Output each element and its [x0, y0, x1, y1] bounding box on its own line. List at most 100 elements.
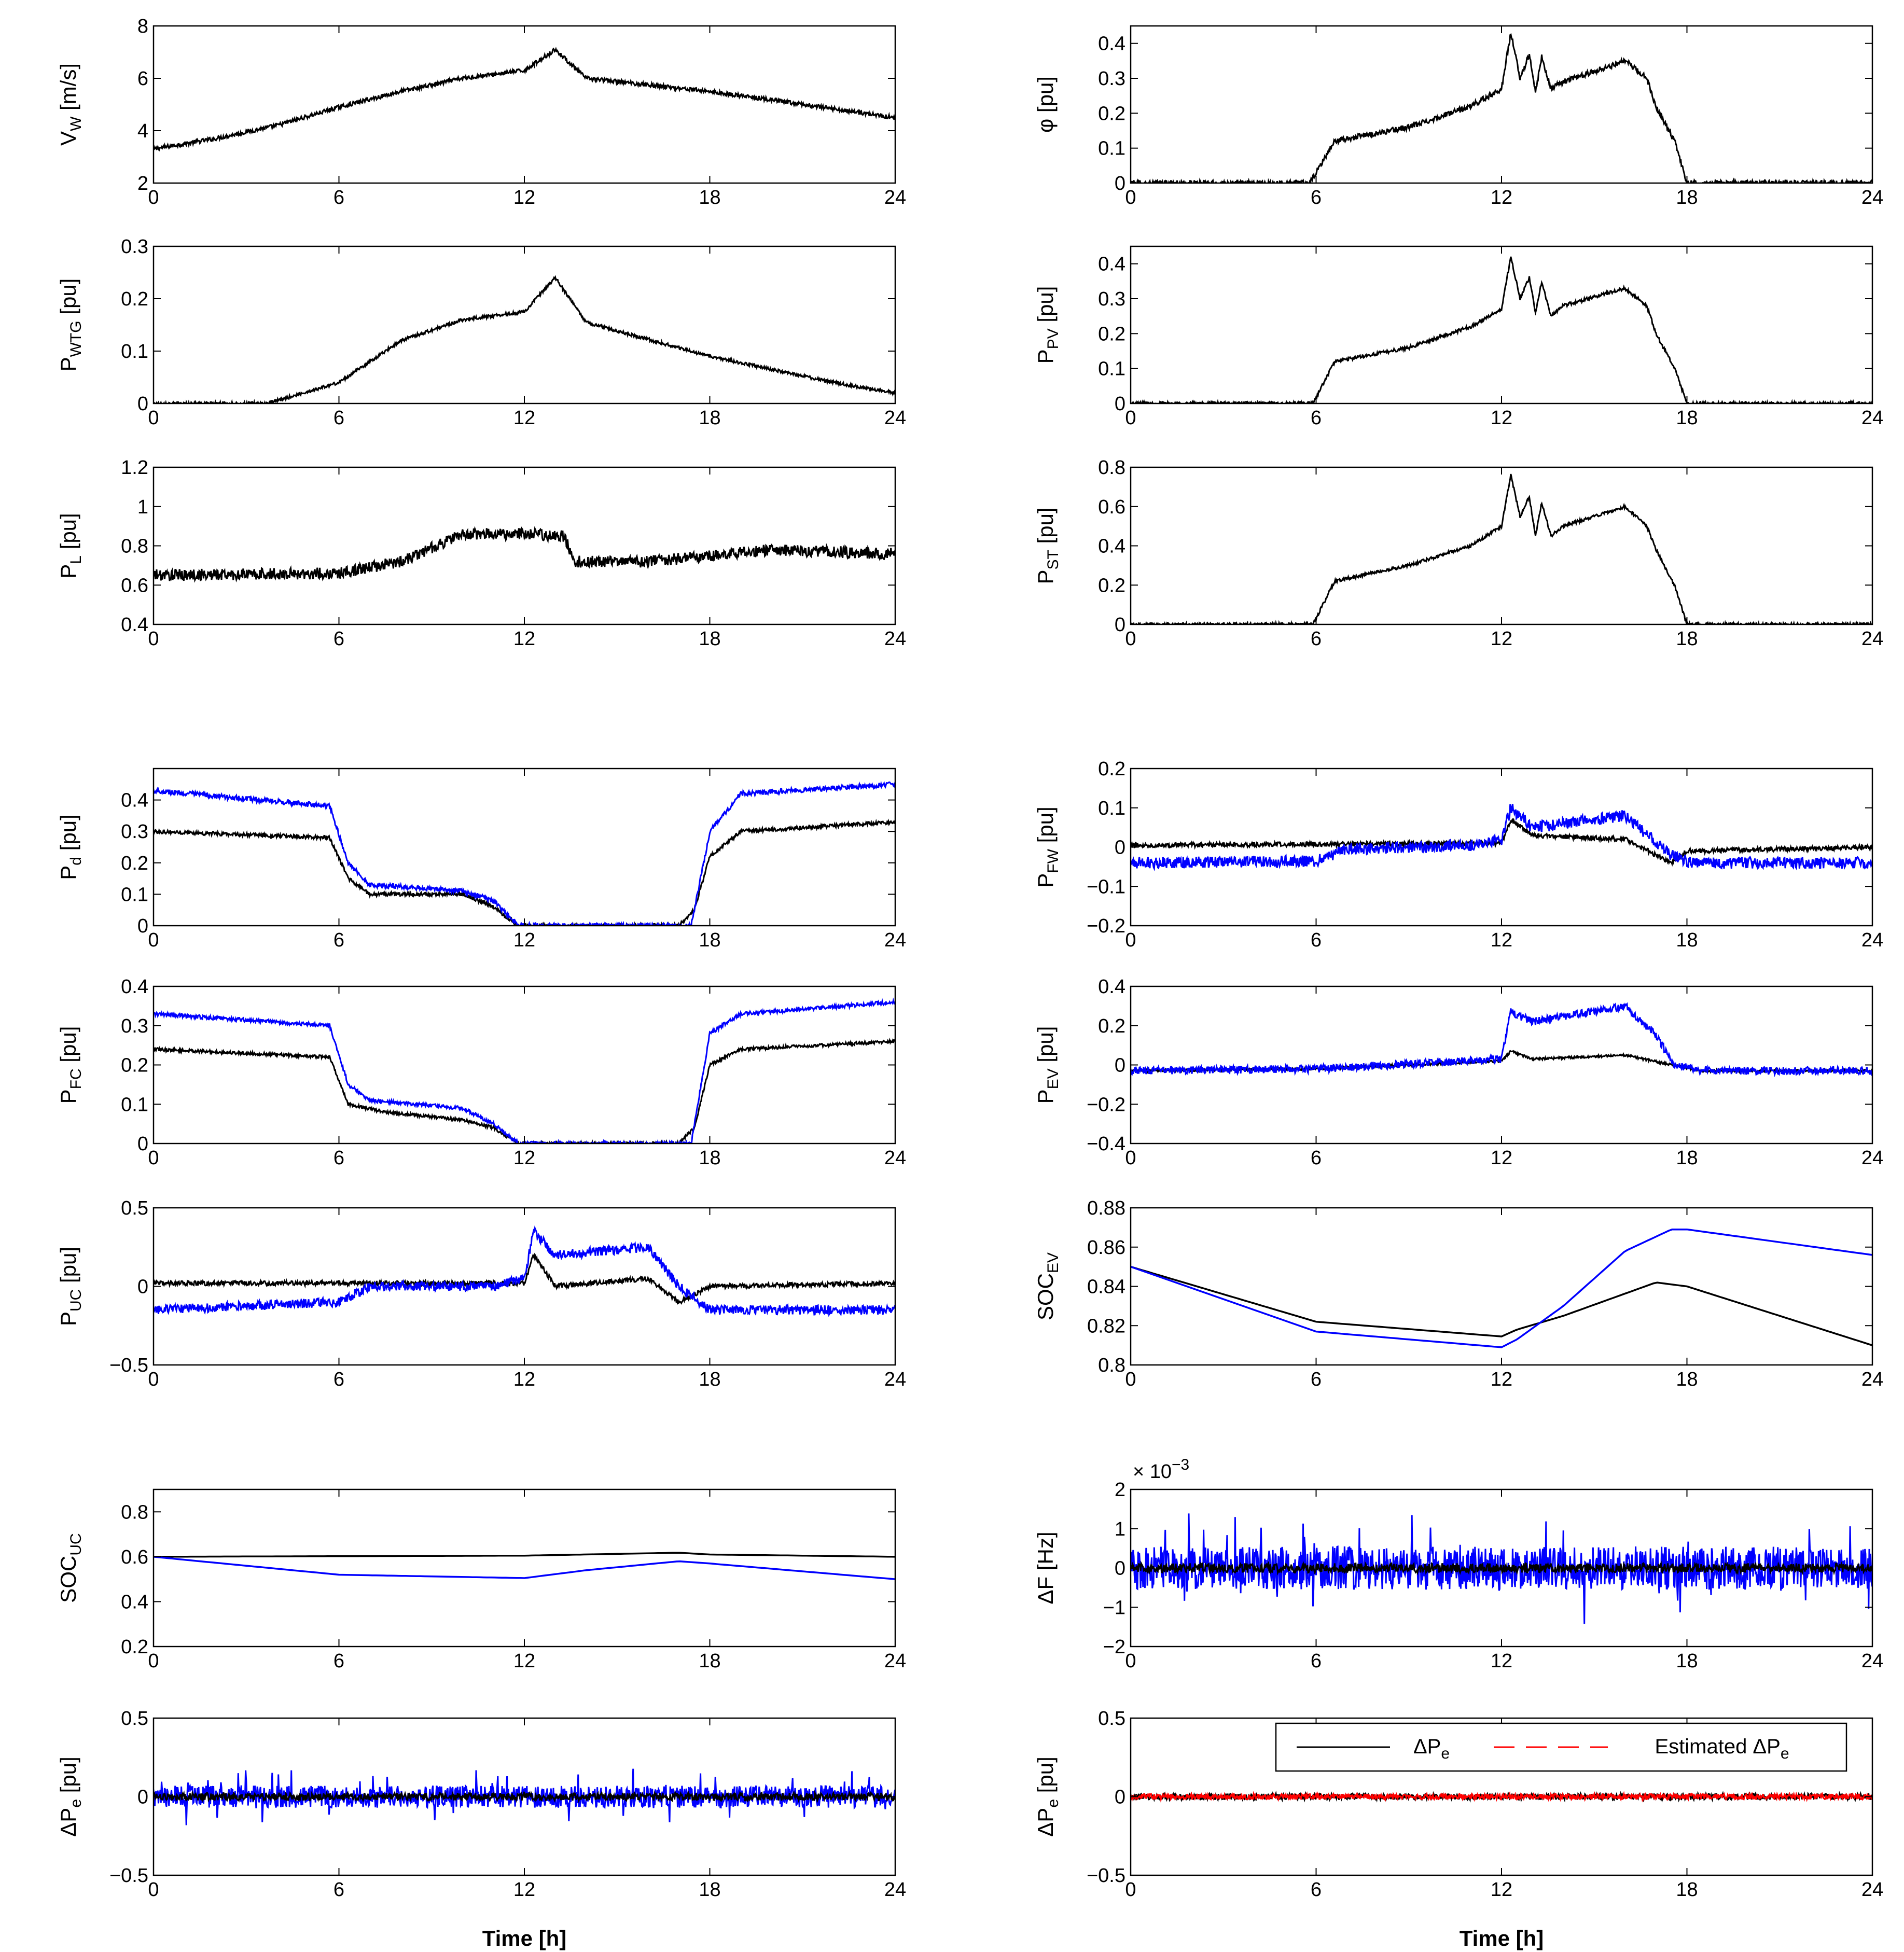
chart-socuc: 0 6 12 18 24 0.2 0.4 0.6 0.8 SOCUC	[56, 1488, 906, 1672]
y-tick-label: 0	[137, 1133, 148, 1155]
x-tick-label: 18	[1676, 1369, 1698, 1390]
x-tick-label: 12	[513, 929, 535, 951]
y-tick-label: 0	[137, 393, 148, 415]
x-tick-label: 18	[699, 1147, 720, 1169]
y-tick-label: 0.3	[121, 236, 148, 258]
x-tick-label: 24	[1861, 1147, 1883, 1169]
y-tick-label: 0.84	[1087, 1276, 1125, 1298]
x-tick-label: 0	[148, 1650, 159, 1672]
y-tick-label: 1.2	[121, 457, 148, 479]
x-tick-label: 0	[1125, 1147, 1136, 1169]
x-tick-label: 0	[1125, 1650, 1136, 1672]
y-tick-label: −0.4	[1087, 1133, 1125, 1155]
y-tick-label: 0	[1115, 837, 1125, 859]
y-tick-label: 0.2	[121, 853, 148, 874]
y-tick-label: 0.86	[1087, 1237, 1125, 1259]
x-tick-label: 0	[1125, 187, 1136, 208]
x-tick-label: 24	[884, 1369, 906, 1390]
y-axis-label: PWTG [pu]	[56, 278, 85, 372]
y-tick-label: 0.1	[1098, 138, 1125, 160]
x-tick-label: 24	[884, 407, 906, 429]
chart-pwtg: 0 6 12 18 24 0 0.1 0.2 0.3 PWTG [pu]	[56, 236, 906, 429]
x-tick-label: 24	[884, 1879, 906, 1901]
y-tick-label: −1	[1103, 1597, 1125, 1619]
legend-label-estimated: Estimated ΔPe	[1655, 1735, 1789, 1762]
axes-box	[1130, 245, 1873, 405]
x-tick-label: 6	[333, 1369, 344, 1390]
x-tick-label: 18	[1676, 407, 1698, 429]
y-tick-label: 0.3	[121, 1015, 148, 1037]
y-axis-label: ΔPe [pu]	[56, 1756, 85, 1837]
x-tick-label: 0	[1125, 407, 1136, 429]
x-tick-label: 24	[1861, 187, 1883, 208]
y-axis-label: PFW [pu]	[1033, 806, 1062, 887]
x-tick-label: 12	[513, 1879, 535, 1901]
x-tick-label: 12	[513, 1650, 535, 1672]
chart-socev: 0 6 12 18 24 0.8 0.82 0.84 0.86 0.88 SOCEV	[1033, 1197, 1883, 1390]
series-pev-blue	[1131, 1002, 1872, 1078]
x-tick-label: 6	[1311, 1147, 1322, 1169]
y-tick-label: 0.1	[121, 884, 148, 905]
x-tick-label: 0	[148, 1147, 159, 1169]
series-socev-black	[1131, 1265, 1872, 1346]
x-tick-label: 24	[884, 1650, 906, 1672]
x-tick-label: 18	[699, 1369, 720, 1390]
series-df-blue	[1131, 1513, 1872, 1624]
chart-pfc: 0 6 12 18 24 0 0.1 0.2 0.3 0.4 PFC [pu]	[56, 976, 906, 1169]
y-axis-label: ΔF [Hz]	[1033, 1531, 1058, 1604]
y-tick-label: −2	[1103, 1636, 1125, 1658]
series-pwtg-black	[154, 275, 895, 403]
y-tick-label: 4	[137, 120, 148, 142]
y-tick-label: 0.3	[1098, 288, 1125, 310]
x-tick-label: 6	[1311, 1650, 1322, 1672]
y-tick-label: 0.4	[1098, 254, 1125, 275]
x-tick-label: 12	[513, 187, 535, 208]
y-tick-label: 0.2	[1098, 1015, 1125, 1037]
x-tick-label: 18	[1676, 1147, 1698, 1169]
y-tick-label: 0	[137, 1787, 148, 1808]
y-tick-label: 0	[1115, 1055, 1125, 1077]
chart-pl: 0 6 12 18 24 0.4 0.6 0.8 1 1.2 PL [pu]	[56, 457, 906, 650]
x-tick-label: 0	[1125, 1369, 1136, 1390]
x-tick-label: 6	[333, 187, 344, 208]
y-axis-label: PFC [pu]	[56, 1026, 85, 1104]
y-tick-label: −0.2	[1087, 915, 1125, 937]
x-tick-label: 6	[333, 1147, 344, 1169]
x-tick-label: 0	[1125, 1879, 1136, 1901]
x-tick-label: 18	[1676, 187, 1698, 208]
y-axis-label: PPV [pu]	[1033, 286, 1062, 364]
y-tick-label: 0.2	[1098, 103, 1125, 124]
y-tick-label: 0	[1115, 1558, 1125, 1580]
series-pd-blue	[154, 780, 895, 926]
x-axis-label: Time [h]	[482, 1926, 567, 1950]
legend: ΔPe Estimated ΔPe	[1275, 1722, 1847, 1772]
series-pfc-blue	[154, 997, 895, 1144]
y-tick-label: 0.2	[121, 1055, 148, 1077]
y-tick-label: 0	[1115, 393, 1125, 415]
y-tick-label: 0.82	[1087, 1315, 1125, 1337]
x-tick-label: 6	[333, 407, 344, 429]
y-tick-label: 0.5	[121, 1197, 148, 1219]
x-tick-label: 6	[1311, 1369, 1322, 1390]
x-tick-label: 18	[699, 1879, 720, 1901]
series-socuc-blue	[154, 1556, 895, 1580]
y-axis-label: PEV [pu]	[1033, 1026, 1062, 1104]
series-pst-black	[1131, 473, 1872, 624]
x-tick-label: 12	[1491, 1879, 1512, 1901]
y-tick-label: 0	[137, 915, 148, 937]
y-axis-label: PST [pu]	[1033, 507, 1062, 584]
y-tick-label: 0	[1115, 173, 1125, 194]
axes-box	[152, 985, 896, 1145]
axis-exponent: × 10−3	[1133, 1456, 1189, 1483]
y-tick-label: 8	[137, 16, 148, 37]
x-tick-label: 18	[699, 929, 720, 951]
x-tick-label: 24	[1861, 1650, 1883, 1672]
chart-phi: 0 6 12 18 24 0 0.1 0.2 0.3 0.4 φ [pu]	[1033, 25, 1883, 208]
y-axis-label: φ [pu]	[1033, 76, 1058, 133]
x-tick-label: 18	[1676, 1650, 1698, 1672]
x-tick-label: 6	[1311, 187, 1322, 208]
